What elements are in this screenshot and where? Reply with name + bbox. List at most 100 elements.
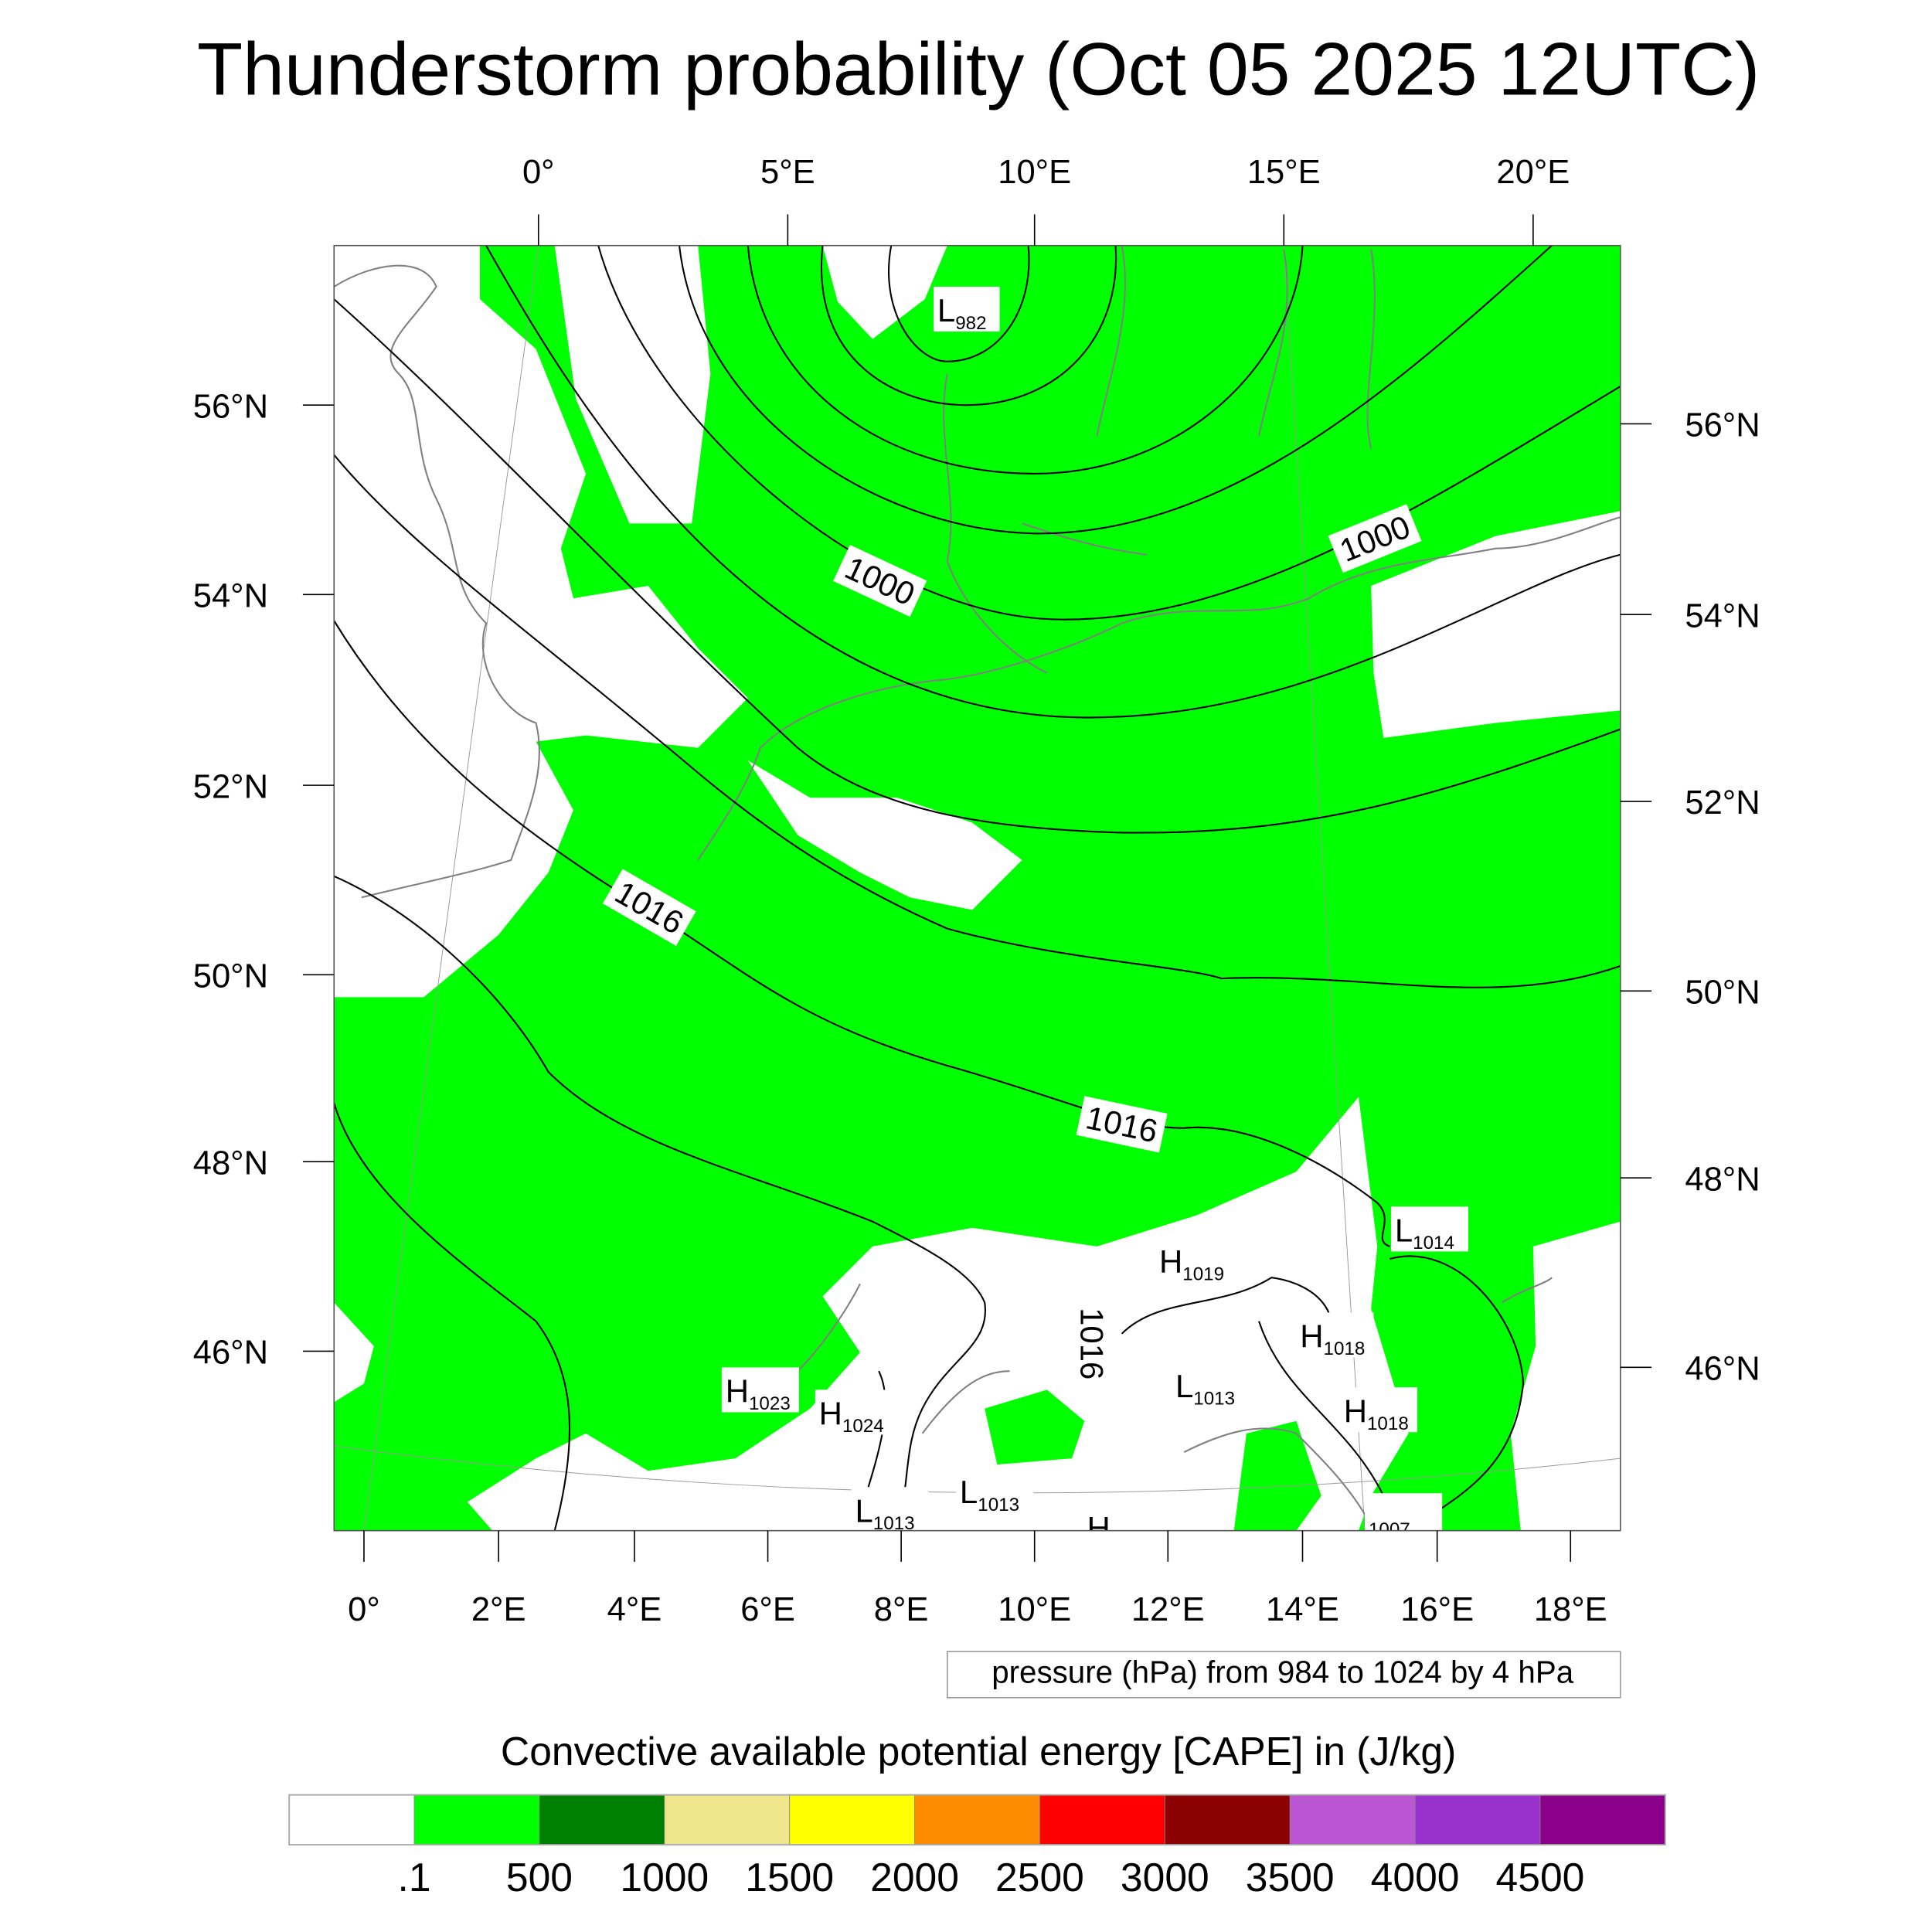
colorbar-label: 1000 <box>620 1855 709 1900</box>
svg-text:H1024: H1024 <box>819 1396 884 1437</box>
right-lat-label: 54°N <box>1685 597 1760 634</box>
pressure-center-low: L1013 <box>851 1487 929 1534</box>
colorbar-label: .1 <box>398 1855 431 1900</box>
colorbar-label: 4000 <box>1371 1855 1460 1900</box>
colorbar-swatch <box>288 1794 415 1845</box>
center-value: 1018 <box>1324 1338 1366 1359</box>
colorbar-label: 2500 <box>995 1855 1084 1900</box>
colorbar-swatch <box>914 1794 1040 1845</box>
colorbar-label: 3000 <box>1121 1855 1209 1900</box>
center-type: L <box>1395 1212 1413 1248</box>
bottom-lon-label: 10°E <box>998 1591 1071 1628</box>
pressure-center-low: L982 <box>934 286 1000 334</box>
center-type: H <box>819 1396 842 1432</box>
center-value: 1013 <box>978 1495 1019 1515</box>
svg-text:L1013: L1013 <box>1175 1368 1235 1410</box>
center-type: H <box>1159 1243 1182 1280</box>
center-value: 1018 <box>1367 1413 1409 1434</box>
pressure-center-low: L1013 <box>1172 1362 1250 1410</box>
center-value: 1024 <box>842 1416 884 1437</box>
center-type: L <box>937 292 955 328</box>
right-lat-label: 56°N <box>1685 407 1760 444</box>
map-frame <box>333 244 1621 1532</box>
colorbar-label: 4500 <box>1496 1855 1585 1900</box>
svg-text:L1013: L1013 <box>960 1474 1019 1515</box>
center-type: L <box>855 1492 872 1529</box>
center-value: 1019 <box>1182 1264 1224 1284</box>
colorbar-title: Convective available potential energy [C… <box>501 1729 1456 1774</box>
left-lat-label: 46°N <box>193 1335 268 1372</box>
pressure-center-low: L1014 <box>1391 1206 1468 1253</box>
pressure-center-low: L1013 <box>956 1468 1034 1515</box>
right-lat-label: 52°N <box>1685 784 1760 821</box>
colorbar-label: 1500 <box>745 1855 834 1900</box>
map-axes: 0° 5°E 10°E 15°E 20°E 0° 2°E 4°E 6°E 8°E 10°E 12°E 1… <box>193 154 1760 1628</box>
contour-value-text: 1016 <box>1073 1308 1110 1379</box>
pressure-center-high: H1018 <box>1339 1387 1417 1434</box>
center-type: H <box>1344 1393 1367 1429</box>
svg-text:H1023: H1023 <box>726 1373 791 1415</box>
center-value: 1007 <box>1369 1519 1410 1540</box>
left-lat-label: 54°N <box>193 577 268 614</box>
colorbar-swatch <box>1289 1794 1416 1845</box>
right-lat-label: 50°N <box>1685 974 1760 1011</box>
bottom-lon-label: 2°E <box>471 1591 526 1628</box>
contour-value-label: 1000 <box>833 545 927 617</box>
bottom-lon-label: 18°E <box>1534 1591 1607 1628</box>
colorbar-swatch <box>1539 1794 1666 1845</box>
coastlines <box>334 245 1621 1515</box>
svg-text:H1019: H1019 <box>1159 1243 1224 1285</box>
figure-title: Thunderstorm probability (Oct 05 2025 12… <box>197 27 1760 111</box>
contour-legend-box <box>947 1651 1621 1699</box>
white-area-norway <box>822 245 947 339</box>
colorbar-label: 3500 <box>1246 1855 1335 1900</box>
colorbar-swatch <box>539 1794 665 1845</box>
white-area-baltic <box>1371 511 1621 738</box>
svg-text:L1013: L1013 <box>855 1492 914 1534</box>
cape-below-threshold-areas <box>334 245 1621 1531</box>
bottom-lon-label: 4°E <box>607 1591 662 1628</box>
center-value: 1013 <box>873 1513 915 1534</box>
colorbar-swatch <box>1164 1794 1291 1845</box>
bottom-lon-label: 14°E <box>1266 1591 1339 1628</box>
colorbar-swatch <box>664 1794 791 1845</box>
top-lon-label: 15°E <box>1247 154 1321 191</box>
pressure-center-high: H1019 <box>1155 1237 1233 1285</box>
center-type: H <box>1087 1510 1110 1546</box>
white-area-benelux <box>747 760 1022 910</box>
svg-text:L1014: L1014 <box>1395 1212 1454 1253</box>
top-lon-label: 5°E <box>760 154 815 191</box>
white-area-east <box>1510 1221 1621 1531</box>
bottom-lon-label: 16°E <box>1400 1591 1474 1628</box>
svg-text:1007: 1007 <box>1369 1519 1410 1540</box>
pressure-center-high: H1023 <box>721 1367 799 1415</box>
left-lat-label: 48°N <box>193 1145 268 1182</box>
contour-legend-text: pressure (hPa) from 984 to 1024 by 4 hPa <box>992 1654 1574 1689</box>
white-area-southwest <box>334 1302 374 1403</box>
colorbar-swatch <box>413 1794 540 1845</box>
bottom-lon-label: 8°E <box>874 1591 929 1628</box>
colorbar-swatch <box>789 1794 915 1845</box>
right-lat-label: 48°N <box>1685 1161 1760 1198</box>
left-lat-label: 52°N <box>193 768 268 805</box>
center-type: H <box>726 1373 749 1410</box>
pressure-center-high: H1018 <box>1296 1312 1374 1359</box>
pressure-center-high: H1024 <box>815 1389 893 1437</box>
center-type: L <box>960 1474 978 1510</box>
center-value: 1023 <box>749 1393 791 1414</box>
bottom-lon-label: 12°E <box>1131 1591 1205 1628</box>
right-lat-label: 46°N <box>1685 1350 1760 1387</box>
bottom-lon-label: 0° <box>348 1591 380 1628</box>
center-value: 1013 <box>1193 1389 1235 1410</box>
pressure-contours <box>334 245 1621 1531</box>
top-lon-label: 20°E <box>1496 154 1570 191</box>
top-lon-label: 10°E <box>998 154 1071 191</box>
white-area-northsea-strip <box>554 245 711 524</box>
left-lat-label: 56°N <box>193 388 268 425</box>
left-lat-label: 50°N <box>193 957 268 995</box>
colorbar-swatch <box>1414 1794 1541 1845</box>
center-value: 982 <box>955 313 986 334</box>
